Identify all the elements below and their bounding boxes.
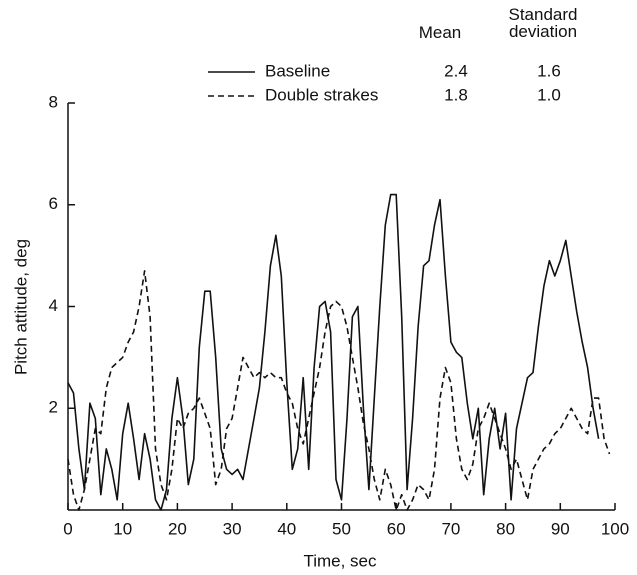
x-tick-label: 50	[332, 519, 351, 538]
legend-mean: 1.8	[444, 85, 468, 104]
y-tick-label: 8	[49, 92, 58, 111]
y-tick-label: 6	[49, 194, 58, 213]
x-tick-label: 20	[168, 519, 187, 538]
x-tick-label: 100	[601, 519, 629, 538]
x-tick-label: 70	[441, 519, 460, 538]
line-series	[67, 193, 600, 511]
legend-header: Mean	[418, 23, 462, 42]
y-axis-label: Pitch attitude, deg	[11, 239, 30, 375]
legend-std: 1.0	[537, 85, 561, 104]
legend-std: 1.6	[537, 61, 561, 80]
x-tick-label: 40	[277, 519, 296, 538]
legend-label: Double strakes	[265, 85, 378, 104]
x-tick-label: 0	[63, 519, 72, 538]
legend-mean: 2.4	[444, 61, 468, 80]
x-tick-label: 10	[113, 519, 132, 538]
x-tick-label: 30	[223, 519, 242, 538]
y-tick-label: 2	[49, 398, 58, 417]
legend-header: Standard deviation	[508, 5, 578, 41]
x-tick-label: 80	[496, 519, 515, 538]
x-tick-label: 90	[551, 519, 570, 538]
y-tick-label: 4	[49, 296, 58, 315]
legend-label: Baseline	[265, 61, 330, 80]
x-tick-label: 60	[387, 519, 406, 538]
line-series	[67, 270, 611, 511]
x-axis-label: Time, sec	[303, 551, 377, 570]
